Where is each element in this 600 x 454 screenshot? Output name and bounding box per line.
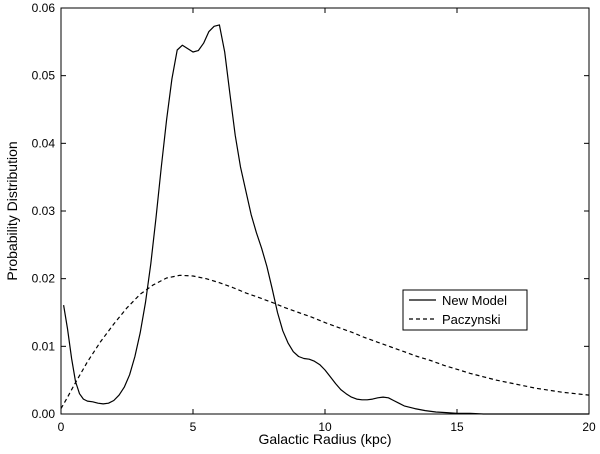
plot-frame <box>60 7 590 415</box>
legend: New Model Paczynski <box>402 289 528 331</box>
legend-label-new-model: New Model <box>442 293 507 308</box>
x-axis-title: Galactic Radius (kpc) <box>258 431 391 447</box>
y-axis-title: Probability Distribution <box>4 141 20 280</box>
x-tick-label: 5 <box>190 420 197 434</box>
y-tick-label: 0.00 <box>32 407 56 421</box>
x-tick-label: 15 <box>450 420 464 434</box>
x-axis-ticks: 0 5 10 15 20 <box>58 8 596 434</box>
legend-box <box>402 289 528 331</box>
x-tick-label: 0 <box>58 420 65 434</box>
y-tick-label: 0.06 <box>32 1 56 15</box>
series-line-new-model <box>63 24 589 415</box>
y-tick-label: 0.02 <box>32 272 56 286</box>
y-tick-label: 0.03 <box>32 204 56 218</box>
series-layer <box>60 24 590 415</box>
series-line-paczynski <box>60 274 590 409</box>
x-tick-label: 20 <box>582 420 596 434</box>
y-axis-ticks: 0.00 0.01 0.02 0.03 0.04 0.05 0.06 <box>32 1 589 421</box>
x-tick-label: 10 <box>318 420 332 434</box>
legend-label-paczynski: Paczynski <box>442 312 501 327</box>
y-tick-label: 0.05 <box>32 69 56 83</box>
y-tick-label: 0.04 <box>32 136 56 150</box>
y-tick-label: 0.01 <box>32 339 56 353</box>
